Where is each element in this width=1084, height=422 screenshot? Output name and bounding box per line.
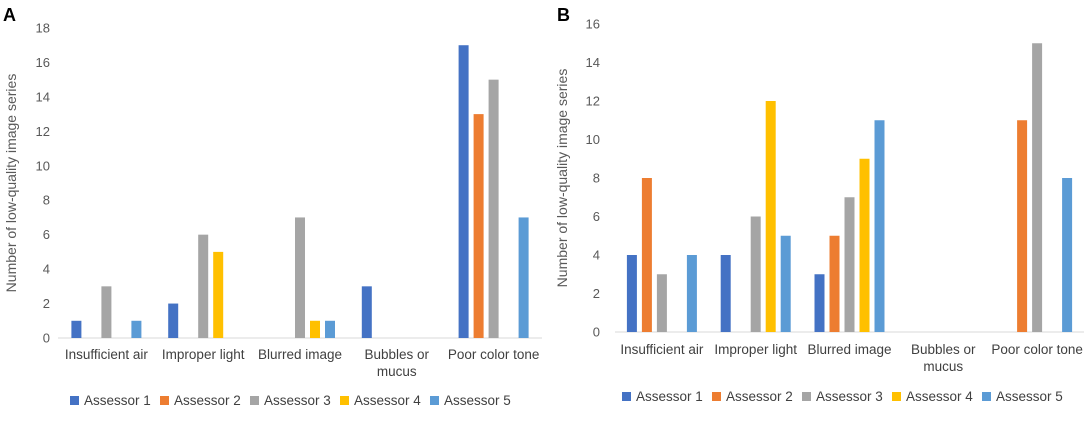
- chart-b-svg: B 0 2 4 6 8 10 12 14 16 Number of low-quality ima…: [554, 5, 1084, 404]
- y-tick-label: 4: [43, 262, 50, 277]
- bar-assessor-1-cat-1: [626, 255, 637, 332]
- bar-assessor-2-cat-5: [473, 114, 484, 338]
- legend-swatch: [430, 396, 439, 405]
- legend-label: Assessor 3: [816, 389, 883, 404]
- legend-swatch: [712, 392, 721, 401]
- y-tick-label: 2: [43, 296, 50, 311]
- bar-assessor-4-cat-3: [859, 158, 870, 332]
- bar-assessor-4-cat-2: [765, 101, 776, 332]
- chart-panel-a: A 0 2 4 6 8 10 12 14 16 18 Number of low-quality i…: [3, 5, 542, 408]
- category-label: Bubbles or: [911, 342, 976, 357]
- y-axis-label: Number of low-quality image series: [3, 74, 19, 293]
- legend-label: Assessor 2: [174, 393, 241, 408]
- bar-assessor-3-cat-5: [1032, 43, 1043, 332]
- y-tick-label: 4: [593, 248, 600, 263]
- legend-label: Assessor 5: [996, 389, 1063, 404]
- category-label: Poor color tone: [448, 347, 540, 362]
- legend-swatch: [622, 392, 631, 401]
- y-tick-label: 0: [43, 331, 50, 346]
- legend-swatch: [70, 396, 79, 405]
- bar-assessor-1-cat-5: [458, 45, 469, 338]
- category-label: Insufficient air: [620, 342, 704, 357]
- y-tick-label: 14: [586, 55, 600, 70]
- y-tick-label: 12: [586, 94, 600, 109]
- legend-label: Assessor 3: [264, 393, 331, 408]
- legend-swatch: [982, 392, 991, 401]
- y-tick-label: 16: [36, 55, 50, 70]
- bar-assessor-4-cat-2: [213, 251, 224, 338]
- legend-label: Assessor 1: [84, 393, 151, 408]
- bar-assessor-1-cat-2: [720, 255, 731, 332]
- y-tick-label: 14: [36, 89, 50, 104]
- bar-assessor-2-cat-5: [1017, 120, 1028, 332]
- bar-assessor-5-cat-3: [325, 320, 335, 338]
- panel-label-a: A: [3, 5, 16, 25]
- legend-label: Assessor 4: [906, 389, 973, 404]
- panel-label-b: B: [557, 5, 570, 25]
- bar-assessor-1-cat-3: [814, 274, 825, 332]
- bar-assessor-1-cat-1: [71, 320, 82, 338]
- category-label: Insufficient air: [65, 347, 149, 362]
- bar-assessor-3-cat-2: [198, 234, 209, 338]
- legend-swatch: [250, 396, 259, 405]
- category-label: Improper light: [714, 342, 797, 357]
- y-tick-label: 10: [586, 132, 600, 147]
- bar-assessor-3-cat-3: [844, 197, 855, 332]
- bar-assessor-3-cat-1: [101, 286, 112, 338]
- bar-assessor-5-cat-5: [518, 217, 529, 338]
- legend-swatch: [340, 396, 349, 405]
- bar-assessor-5-cat-5: [1062, 178, 1073, 332]
- bar-assessor-3-cat-1: [656, 274, 667, 332]
- bar-assessor-1-cat-4: [361, 286, 372, 338]
- bar-assessor-3-cat-5: [488, 79, 499, 339]
- legend-swatch: [892, 392, 901, 401]
- bar-assessor-2-cat-1: [641, 178, 652, 332]
- bar-assessor-1-cat-2: [168, 303, 179, 338]
- bar-assessor-3-cat-2: [750, 216, 761, 332]
- y-tick-label: 2: [593, 286, 600, 301]
- y-tick-label: 18: [36, 21, 50, 36]
- y-tick-label: 16: [586, 17, 600, 32]
- category-label: mucus: [923, 359, 963, 374]
- bar-assessor-5-cat-1: [131, 320, 142, 338]
- y-axis-label: Number of low-quality image series: [554, 69, 570, 288]
- legend-label: Assessor 2: [726, 389, 793, 404]
- category-label: Blurred image: [258, 347, 342, 362]
- bar-assessor-5-cat-2: [780, 235, 791, 332]
- y-tick-label: 10: [36, 158, 50, 173]
- bar-assessor-3-cat-3: [295, 217, 305, 338]
- bar-assessor-5-cat-3: [874, 120, 885, 332]
- y-tick-label: 12: [36, 124, 50, 139]
- y-tick-label: 8: [43, 193, 50, 208]
- category-label: Improper light: [162, 347, 245, 362]
- category-label: Bubbles or: [365, 347, 430, 362]
- y-tick-label: 6: [593, 209, 600, 224]
- legend-label: Assessor 5: [444, 393, 511, 408]
- legend-label: Assessor 1: [636, 389, 703, 404]
- legend-label: Assessor 4: [354, 393, 421, 408]
- category-label: Poor color tone: [991, 342, 1083, 357]
- bar-assessor-4-cat-3: [310, 320, 320, 338]
- bar-assessor-5-cat-1: [686, 255, 697, 332]
- y-tick-label: 8: [593, 171, 600, 186]
- y-tick-label: 6: [43, 227, 50, 242]
- category-label: mucus: [377, 364, 417, 379]
- bar-assessor-2-cat-3: [829, 235, 840, 332]
- y-tick-label: 0: [593, 325, 600, 340]
- legend-swatch: [802, 392, 811, 401]
- legend-swatch: [160, 396, 169, 405]
- chart-a-svg: A 0 2 4 6 8 10 12 14 16 18 Number of low-quality i…: [3, 5, 542, 408]
- chart-panel-b: B 0 2 4 6 8 10 12 14 16 Number of low-quality ima…: [542, 0, 1084, 422]
- category-label: Blurred image: [807, 342, 891, 357]
